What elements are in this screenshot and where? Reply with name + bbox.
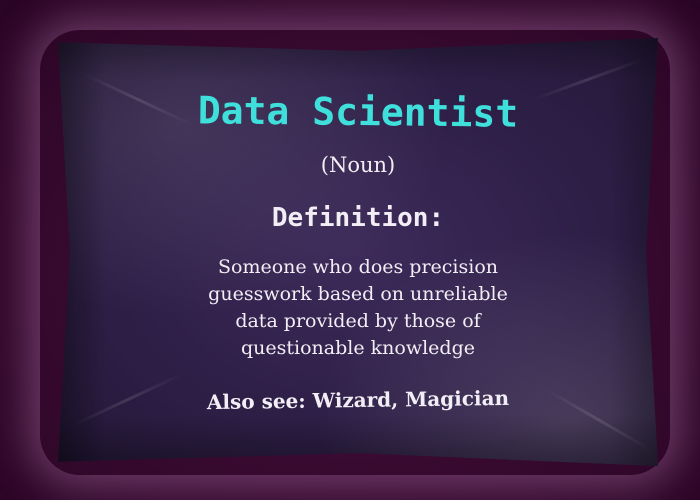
definition-line: guesswork based on unreliable bbox=[208, 283, 508, 305]
definition-line: data provided by those of bbox=[235, 310, 481, 332]
also-see-text: Also see: Wizard, Magician bbox=[206, 385, 510, 415]
part-of-speech: (Noun) bbox=[320, 153, 396, 177]
pillow bbox=[58, 38, 658, 466]
pillow-title: Data Scientist bbox=[197, 88, 519, 136]
definition-line: questionable knowledge bbox=[241, 337, 475, 359]
definition-heading: Definition: bbox=[271, 203, 445, 233]
pillow-print: Data Scientist (Noun) Definition: Someon… bbox=[58, 38, 658, 466]
pillow-shading bbox=[58, 38, 658, 466]
definition-text: Someone who does precision guesswork bas… bbox=[58, 254, 658, 362]
definition-line: Someone who does precision bbox=[218, 256, 498, 278]
